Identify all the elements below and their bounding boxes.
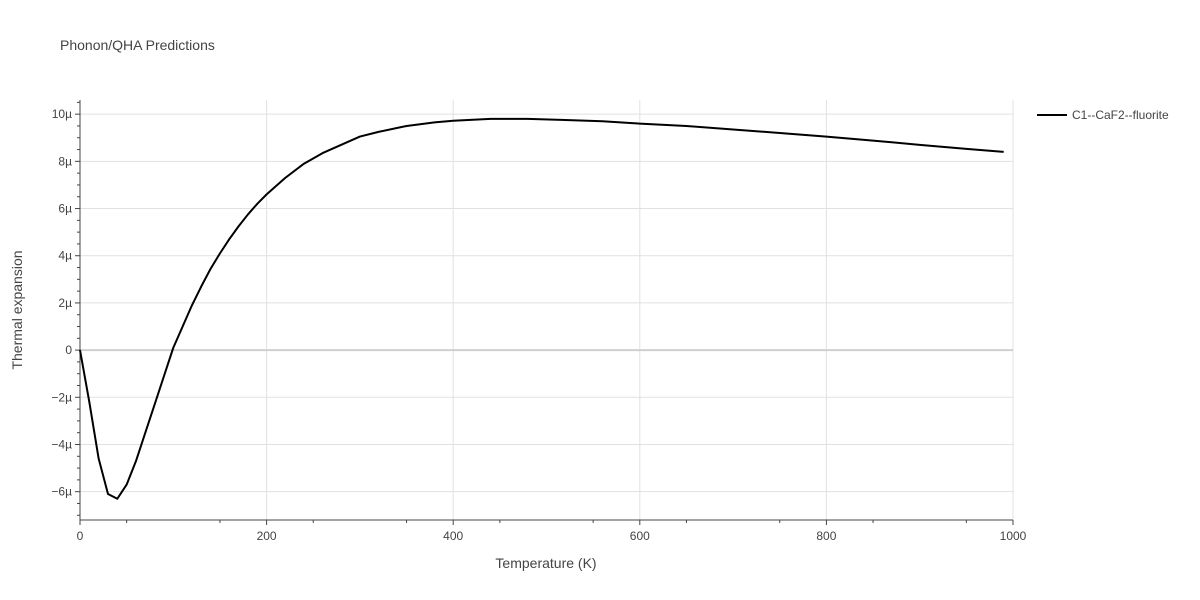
axis-layer: 0 200 400 600 800 1000 −6µ −4µ −2µ 0 2µ 4µ 6µ 8µ 10µ <box>51 100 1027 543</box>
series-layer <box>79 117 1004 500</box>
y-tick-label: −2µ <box>51 390 72 404</box>
y-tick-label: 2µ <box>58 296 72 310</box>
x-tick-label: 800 <box>816 529 836 543</box>
x-axis-title: Temperature (K) <box>495 555 596 571</box>
x-tick-label: 0 <box>77 529 84 543</box>
y-tick-label: 8µ <box>58 154 72 168</box>
y-tick-label: −6µ <box>51 485 72 499</box>
y-tick-label: −4µ <box>51 437 72 451</box>
y-tick-label: 0 <box>65 343 72 357</box>
x-tick-label: 400 <box>443 529 463 543</box>
chart-title: Phonon/QHA Predictions <box>60 37 215 53</box>
x-tick-label: 600 <box>630 529 650 543</box>
legend[interactable]: C1--CaF2--fluorite <box>1037 108 1169 122</box>
x-tick-label: 1000 <box>1000 529 1027 543</box>
y-axis-title: Thermal expansion <box>9 250 25 369</box>
legend-entry-label: C1--CaF2--fluorite <box>1072 108 1169 122</box>
series-line-0[interactable] <box>79 117 1004 500</box>
y-tick-label: 4µ <box>58 249 72 263</box>
grid-layer <box>80 100 1014 520</box>
x-tick-label: 200 <box>257 529 277 543</box>
y-tick-label: 10µ <box>52 107 72 121</box>
y-tick-label: 6µ <box>58 202 72 216</box>
